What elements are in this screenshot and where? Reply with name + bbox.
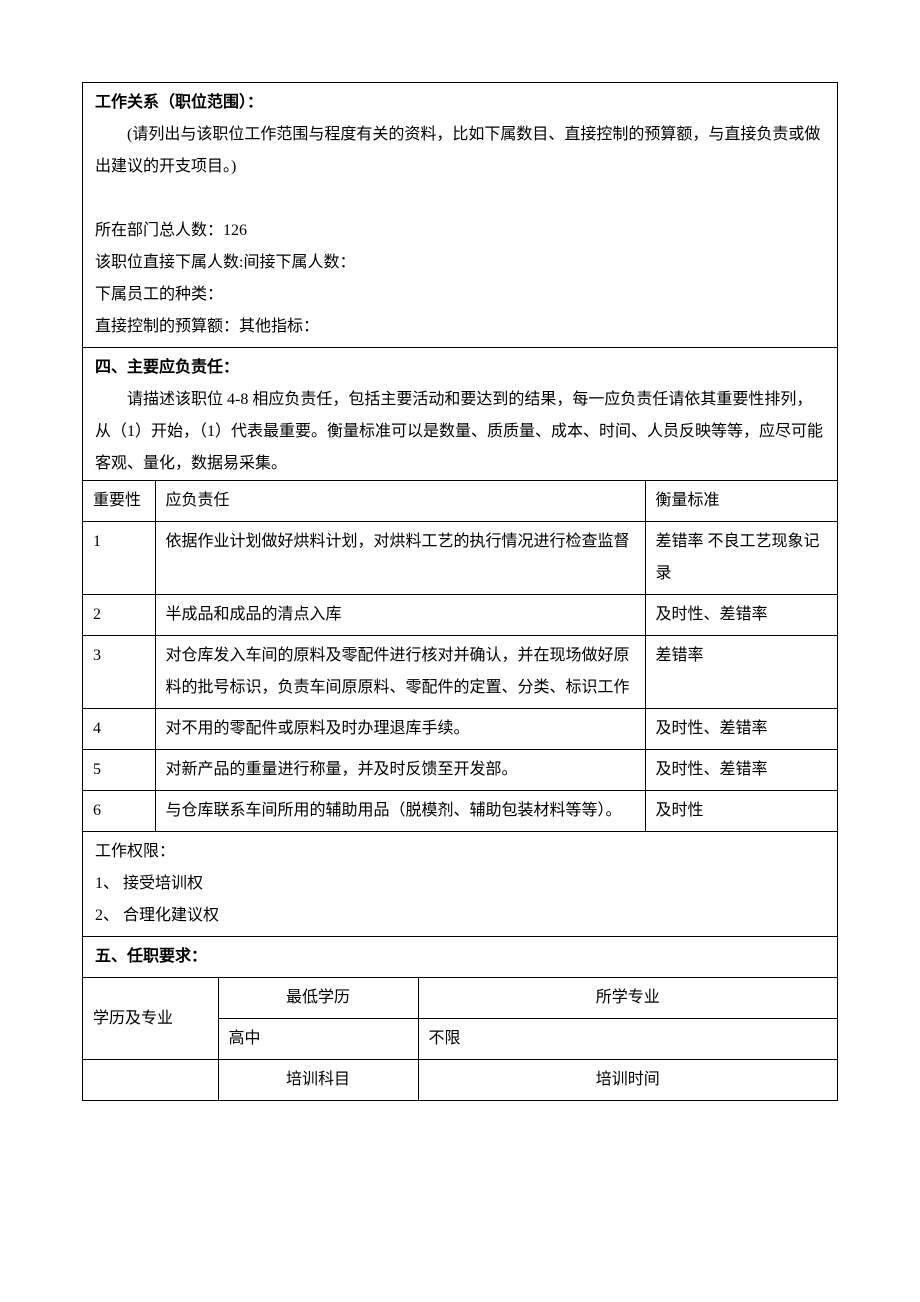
row-duty: 对仓库发入车间的原料及零配件进行核对并确认，并在现场做好原料的批号标识，负责车间… [155,636,645,709]
row-duty: 依据作业计划做好烘料计划，对烘料工艺的执行情况进行检查监督 [155,522,645,595]
header-duty: 应负责任 [155,481,645,522]
table-header-row: 重要性 应负责任 衡量标准 [83,481,837,522]
row-num: 4 [83,709,155,750]
row-num: 5 [83,750,155,791]
row-std: 差错率 不良工艺现象记录 [645,522,837,595]
work-authority: 工作权限： 1、 接受培训权 2、 合理化建议权 [83,832,837,937]
section4-intro: 请描述该职位 4-8 相应负责任，包括主要活动和要达到的结果，每一应负责任请依其… [95,384,825,480]
section4-heading: 四、主要应负责任： [95,352,825,384]
sub-type-row: 下属员工的种类： [95,279,825,311]
indirect-sub-label: 间接下属人数： [243,254,355,271]
row-duty: 对新产品的重量进行称量，并及时反馈至开发部。 [155,750,645,791]
row-std: 及时性 [645,791,837,832]
table-row: 3 对仓库发入车间的原料及零配件进行核对并确认，并在现场做好原料的批号标识，负责… [83,636,837,709]
row-duty: 半成品和成品的清点入库 [155,595,645,636]
min-edu-label: 最低学历 [218,978,418,1019]
section-requirements: 五、任职要求： [83,937,837,977]
row-num: 6 [83,791,155,832]
responsibility-table: 重要性 应负责任 衡量标准 1 依据作业计划做好烘料计划，对烘料工艺的执行情况进… [83,480,837,832]
requirements-table: 学历及专业 最低学历 所学专业 高中 不限 培训科目 培训时间 [83,977,837,1100]
section-work-relation: 工作关系（职位范围）： (请列出与该职位工作范围与程度有关的资料，比如下属数目、… [83,83,837,348]
table-row: 2 半成品和成品的清点入库 及时性、差错率 [83,595,837,636]
row-std: 及时性、差错率 [645,595,837,636]
dept-count-label: 所在部门总人数： [95,222,223,239]
sub-count-row: 该职位直接下属人数:间接下属人数： [95,247,825,279]
empty-cell [83,1060,218,1101]
train-subject-label: 培训科目 [218,1060,418,1101]
major-value: 不限 [418,1019,837,1060]
document-frame: 工作关系（职位范围）： (请列出与该职位工作范围与程度有关的资料，比如下属数目、… [82,82,838,1101]
other-label: 其他指标： [239,318,319,335]
row-std: 及时性、差错率 [645,750,837,791]
row-std: 及时性、差错率 [645,709,837,750]
row-duty: 与仓库联系车间所用的辅助用品（脱模剂、辅助包装材料等等）。 [155,791,645,832]
edu-major-label: 学历及专业 [83,978,218,1060]
row-num: 1 [83,522,155,595]
authority-heading: 工作权限： [95,836,825,868]
req-row: 学历及专业 最低学历 所学专业 [83,978,837,1019]
budget-row: 直接控制的预算额：其他指标： [95,311,825,343]
section-responsibilities: 四、主要应负责任： 请描述该职位 4-8 相应负责任，包括主要活动和要达到的结果… [83,348,837,480]
row-duty: 对不用的零配件或原料及时办理退库手续。 [155,709,645,750]
table-row: 6 与仓库联系车间所用的辅助用品（脱模剂、辅助包装材料等等）。 及时性 [83,791,837,832]
req-row: 培训科目 培训时间 [83,1060,837,1101]
major-label: 所学专业 [418,978,837,1019]
row-num: 3 [83,636,155,709]
row-num: 2 [83,595,155,636]
min-edu-value: 高中 [218,1019,418,1060]
budget-label: 直接控制的预算额： [95,318,239,335]
authority-item: 2、 合理化建议权 [95,900,825,932]
table-row: 5 对新产品的重量进行称量，并及时反馈至开发部。 及时性、差错率 [83,750,837,791]
direct-sub-label: 该职位直接下属人数: [95,254,243,271]
dept-count-row: 所在部门总人数：126 [95,215,825,247]
header-standard: 衡量标准 [645,481,837,522]
table-row: 1 依据作业计划做好烘料计划，对烘料工艺的执行情况进行检查监督 差错率 不良工艺… [83,522,837,595]
train-time-label: 培训时间 [418,1060,837,1101]
header-importance: 重要性 [83,481,155,522]
row-std: 差错率 [645,636,837,709]
spacer [95,183,825,215]
section3-note: (请列出与该职位工作范围与程度有关的资料，比如下属数目、直接控制的预算额，与直接… [95,119,825,183]
table-row: 4 对不用的零配件或原料及时办理退库手续。 及时性、差错率 [83,709,837,750]
section5-heading: 五、任职要求： [95,941,825,973]
section3-heading: 工作关系（职位范围）： [95,87,825,119]
authority-item: 1、 接受培训权 [95,868,825,900]
dept-count-value: 126 [223,222,247,239]
